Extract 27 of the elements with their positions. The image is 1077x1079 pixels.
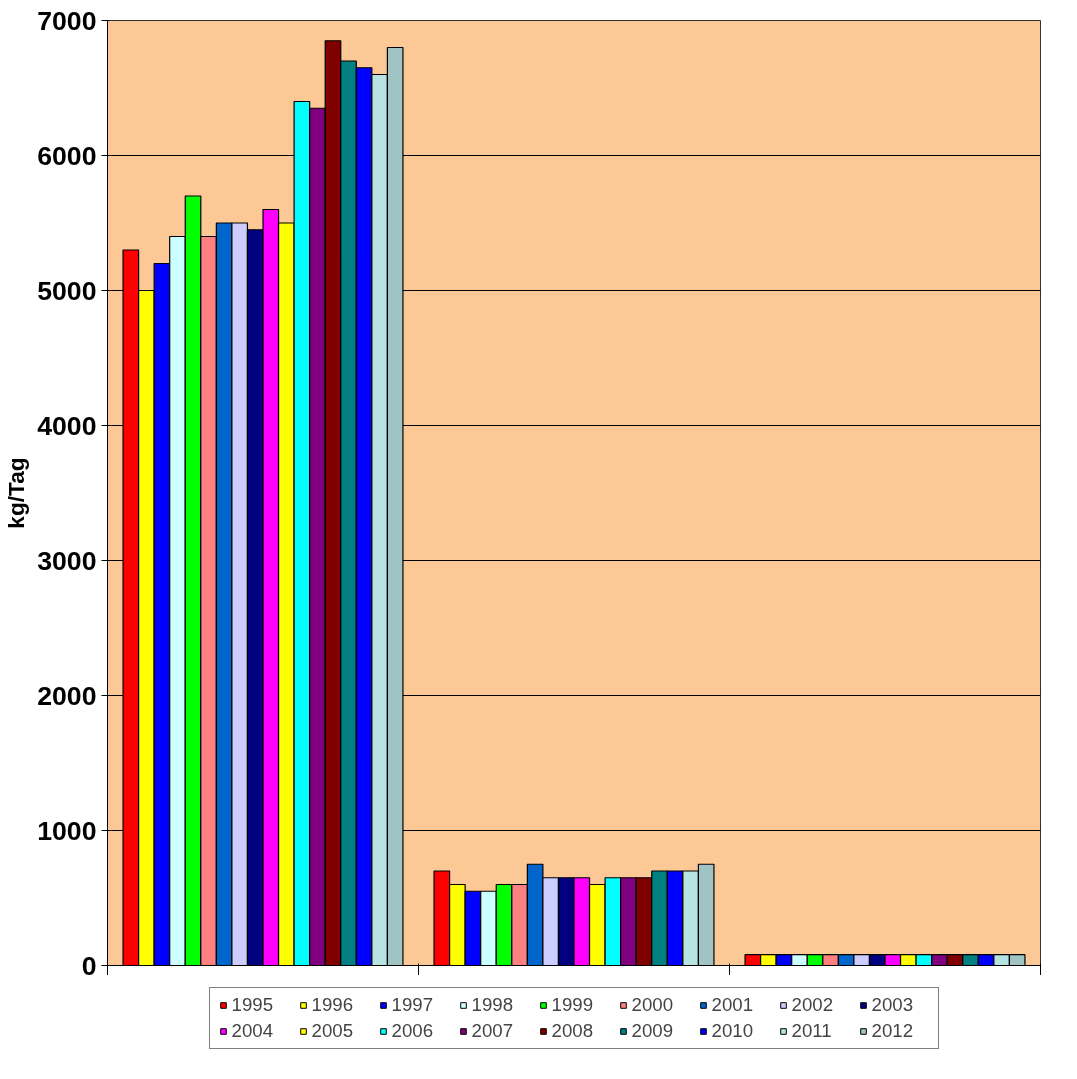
legend-label: 2012 (871, 1019, 914, 1042)
legend-label: 2000 (631, 993, 674, 1016)
y-tick-label: 5000 (37, 275, 97, 306)
legend-label: 1999 (551, 993, 594, 1016)
y-tick-label: 6000 (37, 140, 97, 171)
y-tick-label: 7000 (37, 5, 97, 36)
legend-label: 2006 (391, 1019, 434, 1042)
legend-label: 2005 (311, 1019, 354, 1042)
legend-label: 1996 (311, 993, 354, 1016)
legend-label: 1997 (391, 993, 434, 1016)
y-tick-label: 2000 (37, 680, 97, 711)
legend-label: 2004 (231, 1019, 274, 1042)
legend-label: 2011 (791, 1019, 833, 1042)
y-tick-label: 1000 (37, 815, 97, 846)
y-tick-label: 4000 (37, 410, 97, 441)
y-axis-title: kg/Tag (3, 457, 30, 529)
legend-label: 2009 (631, 1019, 674, 1042)
y-tick-label: 0 (81, 950, 97, 981)
legend-label: 2003 (871, 993, 914, 1016)
legend-label: 2002 (791, 993, 834, 1016)
legend-label: 1995 (231, 993, 274, 1016)
legend-label: 2010 (711, 1019, 754, 1042)
legend-label: 2001 (711, 993, 754, 1016)
legend-label: 2008 (551, 1019, 594, 1042)
legend-label: 1998 (471, 993, 514, 1016)
legend-label: 2007 (471, 1019, 514, 1042)
y-tick-label: 3000 (37, 545, 97, 576)
